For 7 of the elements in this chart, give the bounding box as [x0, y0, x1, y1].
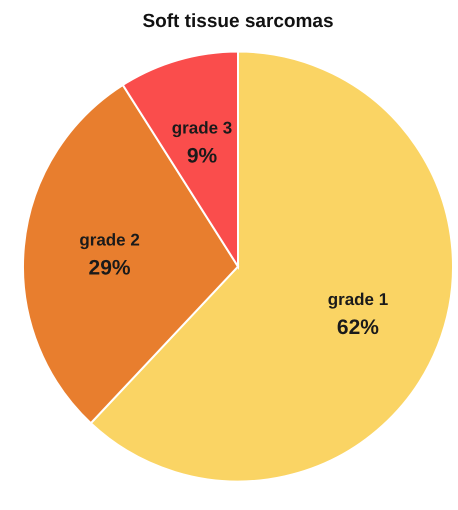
chart-title: Soft tissue sarcomas — [142, 11, 334, 32]
slice-label: grade 1 — [328, 290, 388, 309]
data-label: 62% — [336, 316, 380, 339]
data-label: 9% — [186, 144, 218, 168]
slice-label: grade 3 — [172, 118, 232, 138]
slice-label: grade 2 — [79, 230, 140, 250]
data-label: 29% — [88, 256, 131, 280]
